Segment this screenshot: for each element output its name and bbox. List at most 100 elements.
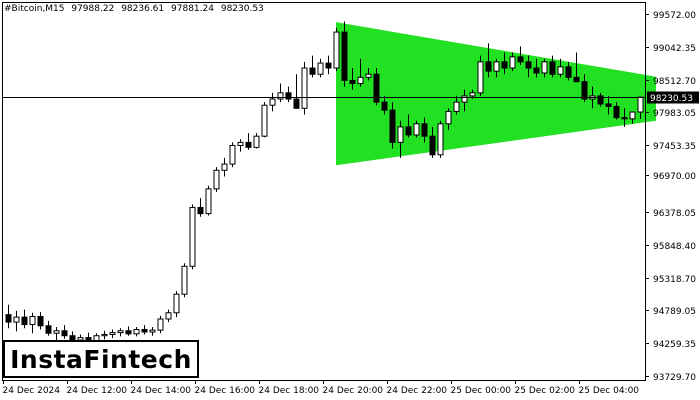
candle xyxy=(37,312,44,330)
candle xyxy=(381,95,388,115)
candle xyxy=(5,304,12,329)
candle-body xyxy=(53,330,60,334)
candle xyxy=(621,108,628,127)
candle-body xyxy=(445,110,452,125)
candle xyxy=(293,74,300,109)
candle-body xyxy=(381,101,388,111)
candle xyxy=(261,102,268,138)
x-tick-label: 24 Dec 14:00 xyxy=(131,386,192,396)
candle xyxy=(325,55,332,75)
triangle-pattern xyxy=(336,22,656,166)
candle xyxy=(45,320,52,336)
candle-body xyxy=(237,141,244,146)
candle-body xyxy=(573,76,580,83)
candle-body xyxy=(253,135,260,148)
candle-body xyxy=(5,314,12,323)
candle-body xyxy=(517,56,524,63)
candle-body xyxy=(165,312,172,320)
candle xyxy=(269,92,276,112)
candle-body xyxy=(549,61,556,75)
candle xyxy=(221,157,228,177)
candle xyxy=(461,89,468,112)
brand-logo: InstaFintech xyxy=(3,340,199,378)
candle-body xyxy=(317,62,324,75)
candle-body xyxy=(565,66,572,78)
x-tick-label: 25 Dec 00:00 xyxy=(451,386,512,396)
candle-body xyxy=(581,81,588,100)
candle-body xyxy=(117,330,124,334)
candle-body xyxy=(477,61,484,94)
candle xyxy=(429,126,436,158)
candle xyxy=(277,83,284,103)
x-tick-label: 24 Dec 12:00 xyxy=(67,386,128,396)
y-tick-label: 96970.00 xyxy=(653,172,696,182)
candle xyxy=(301,61,308,115)
candle-body xyxy=(125,330,132,335)
candle xyxy=(101,330,108,340)
y-tick-label: 96378.05 xyxy=(653,209,696,219)
x-tick-label: 24 Dec 16:00 xyxy=(195,386,256,396)
symbol-label: #Bitcoin,M15 xyxy=(4,4,65,14)
candle-body xyxy=(557,66,564,75)
candle-body xyxy=(61,330,68,337)
candle-body xyxy=(221,163,228,171)
candle xyxy=(189,204,196,270)
open-value: 97988.22 xyxy=(71,4,115,14)
candle xyxy=(29,312,36,334)
candle xyxy=(437,120,444,158)
y-tick-label: 94789.05 xyxy=(653,307,696,317)
candle xyxy=(125,326,132,336)
candle-body xyxy=(341,31,348,81)
current-price-tag xyxy=(647,91,699,104)
candle xyxy=(285,86,292,103)
candle xyxy=(509,52,516,72)
candle-body xyxy=(437,123,444,156)
candle-body xyxy=(421,123,428,137)
candle xyxy=(253,133,260,149)
y-tick-label: 98512.70 xyxy=(653,77,696,87)
y-tick-label: 97453.35 xyxy=(653,142,696,152)
candle xyxy=(357,58,364,87)
candle xyxy=(549,55,556,78)
candle-body xyxy=(277,92,284,100)
candle xyxy=(141,325,148,335)
y-tick-label: 99572.00 xyxy=(653,11,696,21)
candle xyxy=(349,68,356,90)
brand-logo-text: InstaFintech xyxy=(10,344,192,374)
candle-body xyxy=(405,126,412,136)
candle-body xyxy=(157,318,164,331)
close-value: 98230.53 xyxy=(220,4,264,14)
candle xyxy=(229,142,236,168)
candle xyxy=(517,46,524,65)
candle-body xyxy=(621,117,628,120)
candle xyxy=(453,95,460,115)
candle-body xyxy=(285,92,292,100)
candle xyxy=(493,58,500,78)
candle xyxy=(405,114,412,138)
y-tick-label: 95848.40 xyxy=(653,242,696,252)
candle-body xyxy=(413,123,420,136)
candle-body xyxy=(629,111,636,120)
high-value: 98236.61 xyxy=(121,4,165,14)
candle-body xyxy=(597,95,604,105)
candle-body xyxy=(493,61,500,72)
candle xyxy=(413,120,420,138)
candle xyxy=(133,327,140,337)
candle-body xyxy=(173,293,180,314)
candle-body xyxy=(141,329,148,333)
candle xyxy=(421,117,428,143)
candle-body xyxy=(29,315,36,326)
candle xyxy=(237,139,244,152)
candle xyxy=(197,198,204,217)
candle-body xyxy=(533,67,540,74)
candle-body xyxy=(21,316,28,326)
candle xyxy=(525,55,532,78)
candle-body xyxy=(37,315,44,327)
chart-header: #Bitcoin,M15 97988.22 98236.61 97881.24 … xyxy=(4,4,268,14)
candle xyxy=(61,325,68,339)
candle xyxy=(485,43,492,78)
candle xyxy=(445,108,452,130)
candle-body xyxy=(485,61,492,72)
